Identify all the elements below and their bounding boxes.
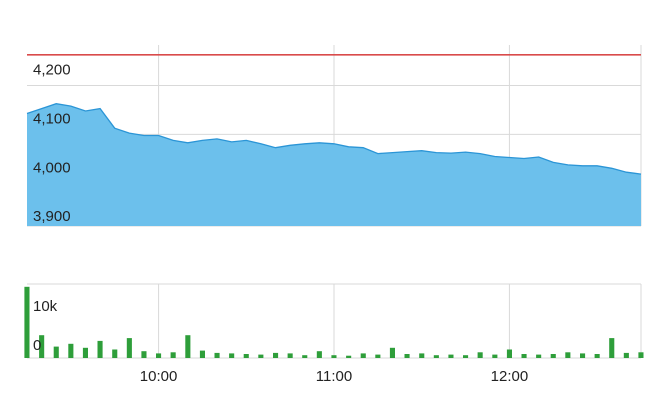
volume-bar — [565, 352, 571, 358]
volume-bar — [287, 353, 293, 358]
volume-bar — [521, 354, 527, 358]
volume-bar — [360, 353, 366, 358]
price-y-tick-label: 4,200 — [33, 61, 71, 78]
volume-bar — [448, 354, 454, 358]
volume-bar — [185, 335, 191, 358]
volume-bar — [39, 335, 45, 358]
volume-bar — [580, 353, 586, 358]
x-tick-label: 12:00 — [491, 368, 529, 385]
volume-bar — [199, 350, 205, 358]
volume-bar — [53, 346, 59, 358]
volume-bar — [82, 347, 88, 358]
volume-bar — [229, 353, 235, 358]
volume-bar — [258, 354, 264, 358]
volume-bar — [375, 354, 381, 358]
price-y-tick-label: 3,900 — [33, 208, 71, 225]
price-line — [26, 103, 642, 175]
volume-bar — [506, 349, 512, 358]
volume-bar — [419, 353, 425, 358]
volume-bar — [24, 286, 30, 358]
volume-bar — [112, 349, 118, 358]
volume-bar — [126, 338, 132, 358]
x-tick-label: 10:00 — [140, 368, 178, 385]
volume-bar — [214, 352, 220, 358]
volume-bar — [623, 352, 629, 358]
volume-bar — [550, 354, 556, 358]
volume-bar — [97, 340, 103, 358]
volume-bar — [433, 355, 439, 358]
price-area — [27, 103, 641, 226]
volume-bar — [302, 355, 308, 358]
volume-bar — [141, 351, 147, 358]
volume-bar — [638, 352, 644, 358]
volume-bar — [389, 347, 395, 358]
volume-bar — [156, 353, 162, 358]
volume-bar — [170, 352, 176, 358]
volume-bar — [594, 354, 600, 358]
volume-bar — [273, 352, 279, 358]
price-y-tick-label: 4,100 — [33, 110, 71, 127]
volume-bar — [346, 355, 352, 358]
volume-bar — [68, 343, 74, 358]
volume-bar — [536, 354, 542, 358]
x-tick-label: 11:00 — [316, 368, 352, 385]
volume-y-tick-label: 0 — [33, 337, 41, 354]
volume-bar — [243, 354, 249, 358]
volume-bar — [404, 354, 410, 358]
volume-y-tick-label: 10k — [33, 298, 58, 315]
volume-bar — [463, 355, 469, 358]
volume-bar — [316, 351, 322, 358]
volume-bar — [477, 352, 483, 358]
volume-bar — [331, 355, 337, 358]
price-y-tick-label: 4,000 — [33, 159, 71, 176]
volume-bar — [609, 338, 615, 358]
volume-bar — [492, 354, 498, 358]
